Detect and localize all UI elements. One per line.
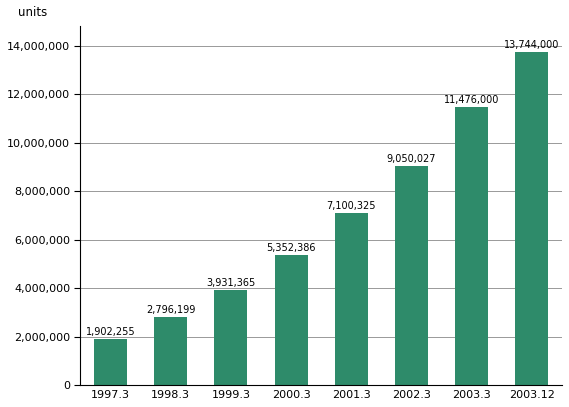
Bar <box>335 213 368 385</box>
Bar <box>275 255 308 385</box>
Text: 13,744,000: 13,744,000 <box>504 40 559 50</box>
Text: 11,476,000: 11,476,000 <box>444 95 500 105</box>
Text: 2,796,199: 2,796,199 <box>146 305 195 315</box>
Bar <box>455 107 488 385</box>
Text: 7,100,325: 7,100,325 <box>327 201 376 211</box>
Bar <box>94 339 127 385</box>
Text: 3,931,365: 3,931,365 <box>207 278 255 288</box>
Bar <box>154 317 187 385</box>
Bar <box>516 52 549 385</box>
Text: 1,902,255: 1,902,255 <box>86 327 135 337</box>
Bar <box>395 166 428 385</box>
Text: 5,352,386: 5,352,386 <box>266 243 316 254</box>
Text: 9,050,027: 9,050,027 <box>387 154 436 164</box>
Bar <box>215 290 248 385</box>
Text: units: units <box>18 6 47 19</box>
